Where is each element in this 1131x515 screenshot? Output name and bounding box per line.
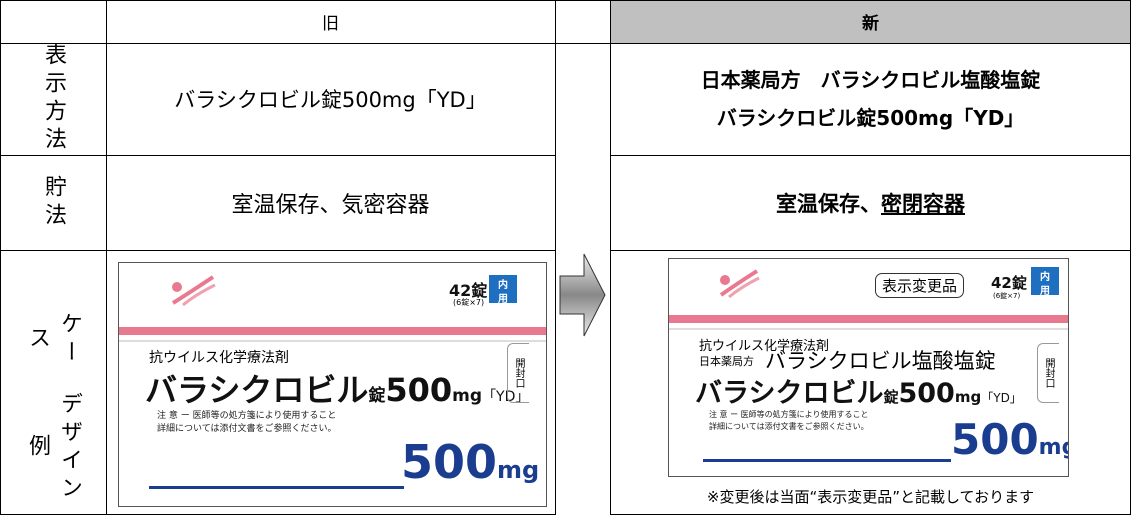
name-part: mg	[452, 386, 483, 406]
dose-part: 500	[401, 435, 498, 489]
name-part: 500	[385, 371, 453, 409]
dose-part: mg	[497, 456, 540, 484]
product-name: バラシクロビル錠500mg「YD」	[695, 371, 1022, 410]
new-header: 新	[862, 14, 879, 34]
new-part-underlined: 密閉容器	[881, 191, 965, 216]
icon-text: 用	[1040, 286, 1050, 297]
border	[555, 0, 556, 515]
dose-part: 500	[951, 415, 1039, 464]
label-col: デザイン例	[25, 391, 82, 504]
label-col: 貯法	[41, 174, 66, 231]
new-line: 日本薬局方 バラシクロビル塩酸塩錠	[700, 68, 1041, 92]
row-label-cell: 表示 方法	[0, 43, 106, 155]
underline	[703, 459, 951, 462]
dose: 500mg	[951, 415, 1068, 464]
pack: (6錠×7)	[453, 298, 485, 307]
old-case: 42錠 (6錠×7) 内用 抗ウイルス化学療法剤 バラシクロビル錠500mg「Y…	[118, 262, 547, 507]
name-part: 錠	[883, 388, 899, 406]
logo	[719, 269, 760, 299]
border	[610, 250, 1131, 251]
category: 抗ウイルス化学療法剤	[699, 339, 830, 354]
name-part: mg	[954, 388, 982, 406]
new-line: バラシクロビル錠500mg「YD」	[716, 106, 1025, 130]
row-label: 表示 方法	[35, 43, 71, 155]
new-text: 日本薬局方 バラシクロビル塩酸塩錠 バラシクロビル錠500mg「YD」	[610, 43, 1131, 155]
band	[669, 315, 1068, 323]
row-label-cell: 貯法	[0, 155, 106, 250]
name-part: 錠	[368, 386, 386, 406]
pack: (6錠×7)	[993, 292, 1021, 300]
dose: 500mg	[401, 435, 539, 489]
underline	[149, 486, 404, 489]
category: 抗ウイルス化学療法剤	[149, 350, 289, 366]
border	[0, 0, 1131, 1]
case-note: 注 意 ー 医師等の処方箋により使用すること	[157, 411, 337, 421]
case-note: 詳細については添付文書をご参照ください。	[709, 422, 869, 431]
new-text: 室温保存、 密閉容器	[610, 155, 1131, 250]
row-label-cell: ケース デザイン例	[0, 250, 106, 515]
name-part: バラシクロビル	[695, 378, 884, 409]
jp-label: 日本薬局方	[699, 355, 754, 368]
new-case: 表示変更品 42錠 (6錠×7) 内用 抗ウイルス化学療法剤 日本薬局方 バラシ…	[668, 258, 1069, 477]
arrow	[559, 253, 606, 337]
band-line	[669, 328, 1068, 330]
row-label: ケース デザイン例	[19, 250, 87, 515]
name-part: 「YD」	[482, 389, 530, 405]
border	[106, 0, 107, 515]
name-part: 「YD」	[981, 391, 1022, 405]
band	[119, 327, 546, 335]
case-note: 詳細については添付文書をご参照ください。	[157, 424, 337, 434]
product-name: バラシクロビル錠500mg「YD」	[145, 365, 529, 411]
dose-part: mg	[1038, 435, 1068, 460]
open-tab: 開封口	[1037, 343, 1059, 403]
badge: 表示変更品	[875, 273, 965, 298]
icon: 内用	[1031, 267, 1059, 297]
icon-text: 用	[498, 294, 508, 305]
name-part: バラシクロビル	[145, 371, 369, 409]
border	[610, 155, 1131, 156]
new-part: 室温保存、	[776, 191, 881, 216]
generic-name: バラシクロビル塩酸塩錠	[765, 349, 996, 373]
logo	[171, 275, 216, 307]
border	[0, 155, 555, 156]
old-text: 室温保存、気密容器	[231, 192, 430, 218]
border	[0, 0, 1, 515]
border	[0, 43, 1131, 44]
row-label: 貯法	[35, 175, 71, 231]
new-header-bg	[610, 0, 1131, 43]
icon: 内用	[489, 275, 517, 305]
count: 42錠	[991, 274, 1027, 292]
icon-text: 内	[1040, 272, 1050, 283]
label-col: ケース	[25, 312, 82, 369]
band-line	[119, 340, 546, 342]
old-header: 旧	[322, 14, 339, 34]
note: ※変更後は当面“表示変更品”と記載しております	[706, 487, 1035, 506]
border	[0, 250, 555, 251]
label-col: 表示	[41, 43, 66, 99]
border	[610, 0, 611, 515]
count: 42錠	[449, 281, 488, 300]
label-col: 方法	[41, 99, 66, 155]
case-note: 注 意 ー 医師等の処方箋により使用すること	[709, 410, 869, 419]
name-part: 500	[898, 378, 955, 409]
open-tab: 開封口	[507, 343, 529, 403]
icon-text: 内	[498, 280, 508, 291]
old-text: バラシクロビル錠500mg「YD」	[174, 88, 487, 112]
